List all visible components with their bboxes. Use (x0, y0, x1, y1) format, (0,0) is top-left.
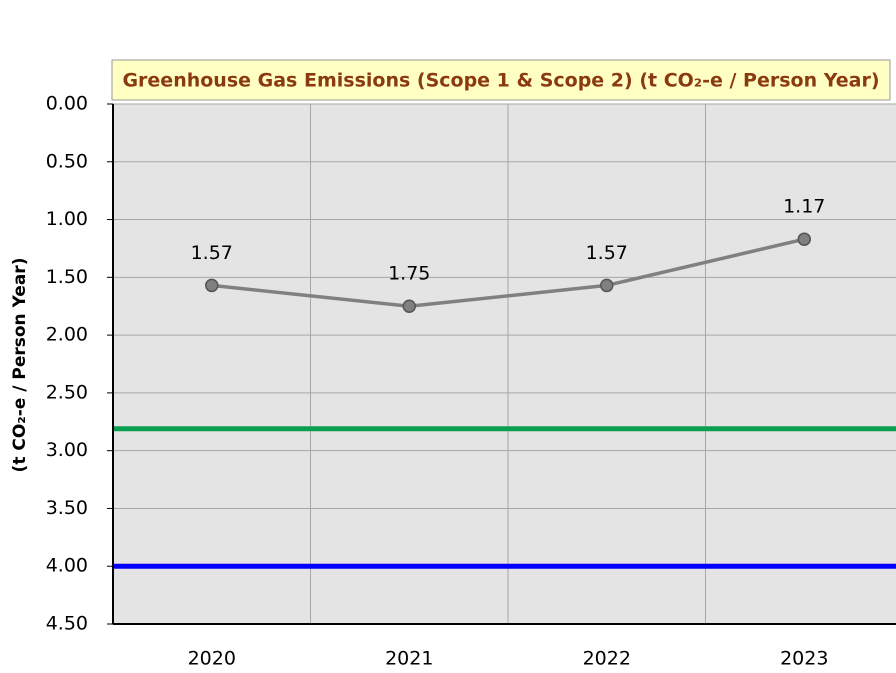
x-tick-label: 2020 (188, 648, 236, 670)
data-point (600, 278, 614, 293)
data-label: 1.17 (783, 196, 825, 218)
data-label: 1.57 (191, 242, 233, 264)
plot-area (113, 104, 896, 624)
y-tick-label: 1.00 (46, 208, 88, 230)
y-tick-label: 4.00 (46, 555, 88, 577)
data-point (797, 232, 811, 246)
y-tick-label: 0.00 (46, 93, 88, 115)
y-tick-label: 4.50 (46, 613, 88, 635)
y-tick-label: 1.50 (46, 266, 88, 288)
title-box (111, 59, 891, 101)
data-label: 1.57 (586, 242, 628, 264)
y-tick-label: 0.50 (46, 150, 88, 172)
y-tick-label: 2.00 (46, 324, 88, 346)
y-tick-label: 3.50 (46, 497, 88, 519)
y-axis-label: (t CO₂-e / Person Year) (10, 258, 30, 473)
x-tick-label: 2021 (385, 648, 433, 670)
y-tick-label: 2.50 (46, 381, 88, 403)
x-tick-label: 2023 (780, 648, 828, 670)
data-line (211, 237, 805, 308)
data-point (205, 278, 219, 293)
data-label: 1.75 (388, 263, 430, 285)
x-tick-label: 2022 (583, 648, 631, 670)
y-tick-label: 3.00 (46, 439, 88, 461)
chart-title: Greenhouse Gas Emissions (Scope 1 & Scop… (122, 70, 879, 92)
data-point (402, 299, 416, 313)
